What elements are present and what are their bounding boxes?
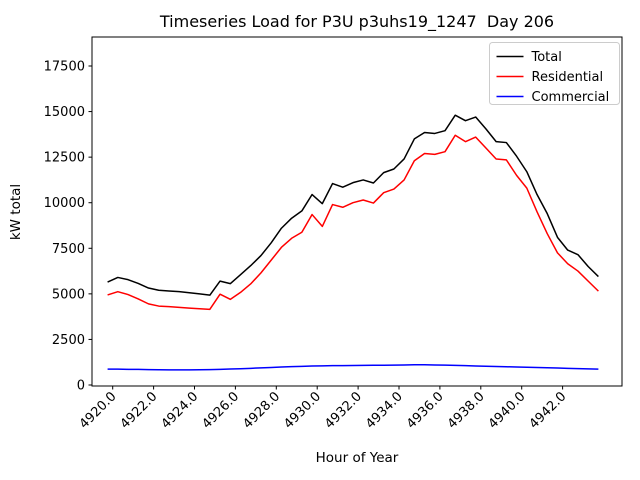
y-tick-label: 12500 bbox=[44, 151, 85, 166]
plot-area: 0250050007500100001250015000175004920.04… bbox=[44, 36, 623, 432]
series-line-commercial bbox=[107, 364, 599, 371]
plot-border bbox=[91, 36, 623, 387]
x-tick-label: 4926.0 bbox=[199, 389, 242, 432]
x-tick-label: 4932.0 bbox=[322, 389, 365, 432]
y-tick-label: 2500 bbox=[52, 333, 85, 348]
x-tick-label: 4936.0 bbox=[404, 389, 447, 432]
chart-title: Timeseries Load for P3U p3uhs19_1247 Day… bbox=[159, 12, 554, 32]
x-axis-label: Hour of Year bbox=[316, 450, 399, 466]
y-tick-label: 5000 bbox=[52, 287, 85, 302]
legend-label-commercial: Commercial bbox=[532, 90, 610, 105]
legend-box bbox=[489, 42, 620, 105]
x-tick-label: 4934.0 bbox=[363, 389, 406, 432]
y-tick-label: 10000 bbox=[44, 196, 85, 211]
legend-label-residential: Residential bbox=[532, 70, 604, 85]
x-tick-label: 4930.0 bbox=[281, 389, 324, 432]
series-line-total bbox=[107, 114, 599, 296]
x-tick-label: 4942.0 bbox=[527, 389, 570, 432]
x-tick-label: 4922.0 bbox=[118, 389, 161, 432]
y-axis-label: kW total bbox=[8, 184, 24, 240]
x-tick-label: 4928.0 bbox=[240, 389, 283, 432]
y-tick-label: 17500 bbox=[44, 60, 85, 75]
y-tick-label: 7500 bbox=[52, 242, 85, 257]
x-tick-label: 4924.0 bbox=[159, 389, 202, 432]
x-tick-label: 4938.0 bbox=[445, 389, 488, 432]
legend-label-total: Total bbox=[531, 50, 562, 65]
series-line-residential bbox=[107, 134, 599, 311]
y-tick-label: 15000 bbox=[44, 105, 85, 120]
x-tick-label: 4940.0 bbox=[486, 389, 529, 432]
y-tick-label: 0 bbox=[77, 379, 85, 394]
x-tick-label: 4920.0 bbox=[77, 389, 120, 432]
